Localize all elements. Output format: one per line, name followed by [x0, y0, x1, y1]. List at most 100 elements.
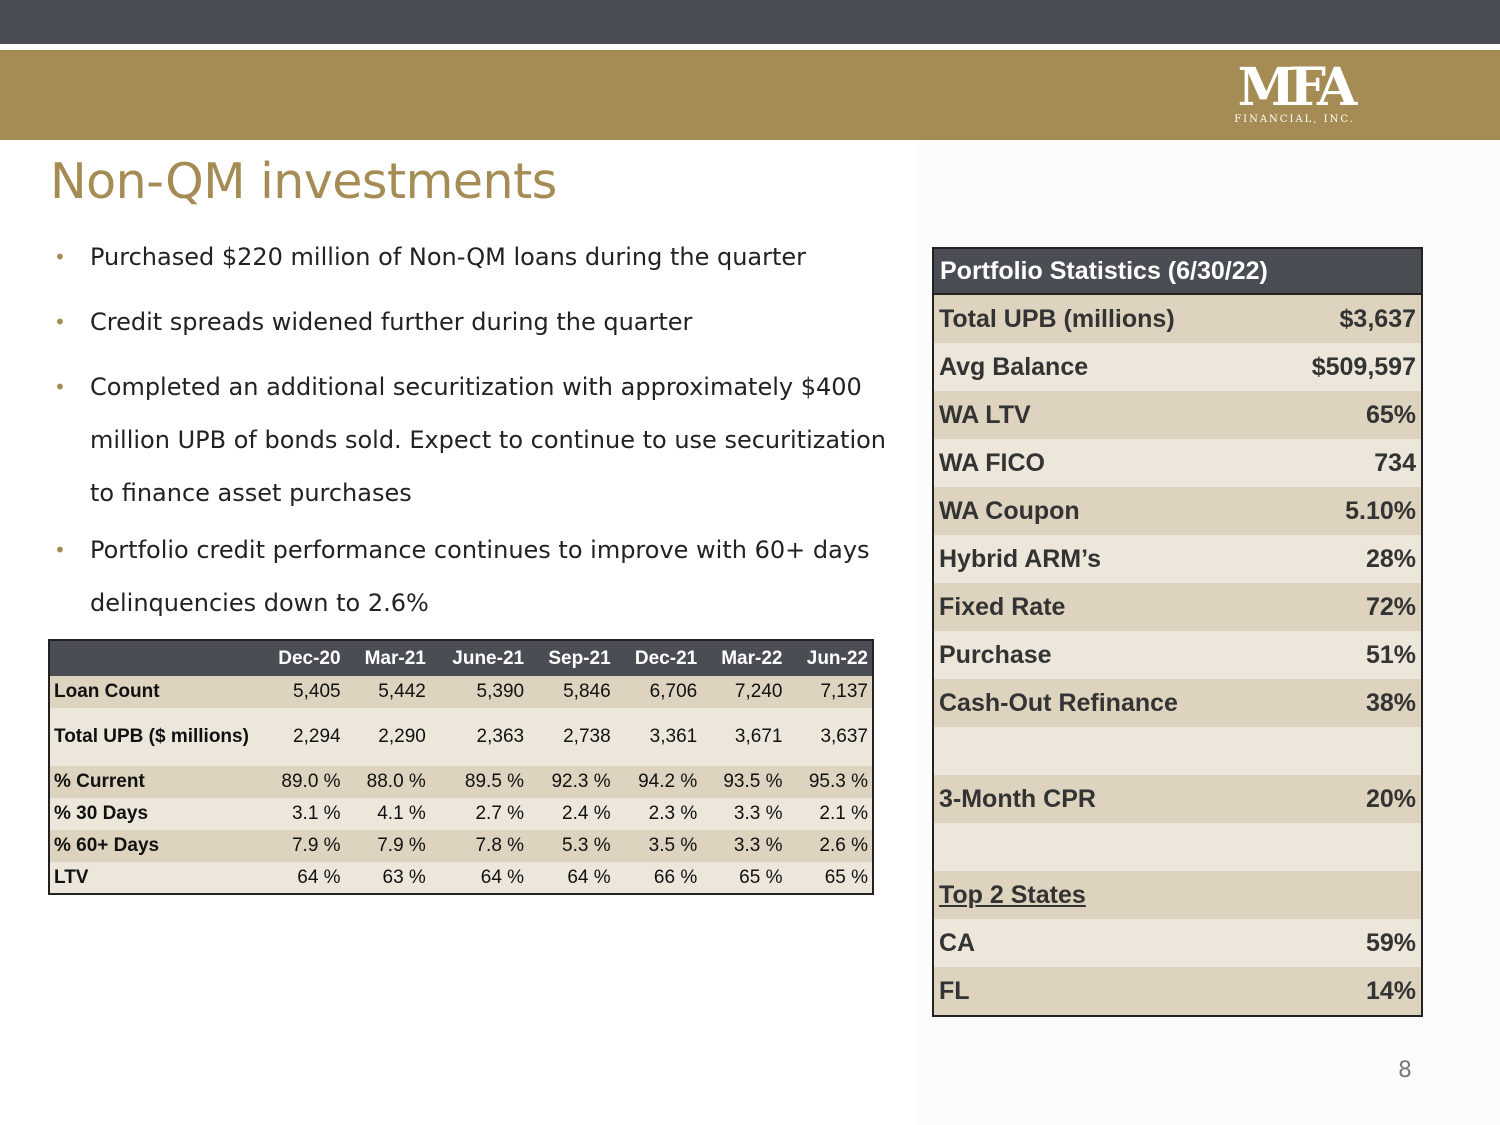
stats-row: Avg Balance $509,597	[933, 343, 1422, 391]
table-cell: 7.8 %	[429, 830, 529, 862]
column-header: Dec-20	[258, 640, 345, 676]
table-row: % Current 89.0 % 88.0 % 89.5 % 92.3 % 94…	[49, 766, 873, 798]
stats-value: 65%	[1267, 391, 1422, 439]
bullet-item: • Completed an additional securitization …	[50, 361, 900, 520]
column-header: Mar-22	[701, 640, 787, 676]
bullet-item: • Credit spreads widened further during t…	[50, 303, 900, 341]
stats-label	[933, 823, 1268, 871]
table-row: Total UPB ($ millions) 2,294 2,290 2,363…	[49, 708, 873, 766]
table-cell: 5,846	[528, 676, 615, 708]
column-header: Sep-21	[528, 640, 615, 676]
stats-label: FL	[933, 967, 1268, 1016]
stats-row: WA LTV 65%	[933, 391, 1422, 439]
table-cell: 95.3 %	[786, 766, 873, 798]
bullet-text: Credit spreads widened further during th…	[90, 308, 693, 336]
table-cell: 4.1 %	[344, 798, 430, 830]
table-cell: 2,290	[344, 708, 430, 766]
table-cell: 3.3 %	[701, 798, 787, 830]
stats-row: CA 59%	[933, 919, 1422, 967]
column-header: June-21	[429, 640, 529, 676]
row-label: Loan Count	[49, 676, 258, 708]
table-row: % 60+ Days 7.9 % 7.9 % 7.8 % 5.3 % 3.5 %…	[49, 830, 873, 862]
table-cell: 89.0 %	[258, 766, 345, 798]
bullet-text: Completed an additional securitization w…	[90, 373, 887, 507]
stats-value: 20%	[1267, 775, 1422, 823]
table-cell: 7,137	[786, 676, 873, 708]
logo-subtext: FINANCIAL, INC.	[1234, 114, 1355, 125]
table-cell: 7,240	[701, 676, 787, 708]
page-title: Non-QM investments	[50, 153, 557, 210]
table-cell: 3,671	[701, 708, 787, 766]
table-cell: 3.3 %	[701, 830, 787, 862]
stats-label: WA FICO	[933, 439, 1268, 487]
stats-value	[1267, 727, 1422, 775]
stats-header: Portfolio Statistics (6/30/22)	[933, 248, 1422, 295]
portfolio-statistics-table: Portfolio Statistics (6/30/22) Total UPB…	[932, 247, 1423, 1017]
table-cell: 3.1 %	[258, 798, 345, 830]
stats-row: WA FICO 734	[933, 439, 1422, 487]
table-row: Loan Count 5,405 5,442 5,390 5,846 6,706…	[49, 676, 873, 708]
bullet-text: Purchased $220 million of Non-QM loans d…	[90, 243, 807, 271]
stats-section-label: Top 2 States	[933, 871, 1268, 919]
row-label: % 30 Days	[49, 798, 258, 830]
table-cell: 7.9 %	[258, 830, 345, 862]
table-cell: 5,405	[258, 676, 345, 708]
table-cell: 3.5 %	[614, 830, 702, 862]
stats-label: WA Coupon	[933, 487, 1268, 535]
row-label: Total UPB ($ millions)	[49, 708, 258, 766]
stats-label: Fixed Rate	[933, 583, 1268, 631]
table-cell: 65 %	[786, 862, 873, 894]
stats-row: Cash-Out Refinance 38%	[933, 679, 1422, 727]
bullet-text: Portfolio credit performance continues t…	[90, 536, 870, 617]
table-cell: 2,294	[258, 708, 345, 766]
stats-label	[933, 727, 1268, 775]
bullet-icon: •	[54, 310, 66, 334]
column-header: Mar-21	[344, 640, 430, 676]
table-cell: 64 %	[528, 862, 615, 894]
stats-row: Total UPB (millions) $3,637	[933, 294, 1422, 343]
stats-row: 3-Month CPR 20%	[933, 775, 1422, 823]
table-row: % 30 Days 3.1 % 4.1 % 2.7 % 2.4 % 2.3 % …	[49, 798, 873, 830]
brand-banner	[0, 50, 1500, 140]
stats-row: Fixed Rate 72%	[933, 583, 1422, 631]
stats-label: Total UPB (millions)	[933, 294, 1268, 343]
top-header-bar	[0, 0, 1500, 44]
column-header	[49, 640, 258, 676]
stats-label: Hybrid ARM’s	[933, 535, 1268, 583]
stats-value: 59%	[1267, 919, 1422, 967]
row-label: LTV	[49, 862, 258, 894]
table-cell: 3,637	[786, 708, 873, 766]
mfa-logo: MFA FINANCIAL, INC.	[1222, 60, 1367, 130]
table-cell: 64 %	[258, 862, 345, 894]
stats-label: 3-Month CPR	[933, 775, 1268, 823]
stats-value: 38%	[1267, 679, 1422, 727]
table-cell: 2.3 %	[614, 798, 702, 830]
stats-value: 28%	[1267, 535, 1422, 583]
bullet-list: • Purchased $220 million of Non-QM loans …	[50, 238, 900, 642]
quarterly-credit-table: Dec-20 Mar-21 June-21 Sep-21 Dec-21 Mar-…	[48, 639, 874, 895]
table-cell: 2.6 %	[786, 830, 873, 862]
stats-row: WA Coupon 5.10%	[933, 487, 1422, 535]
stats-value: 14%	[1267, 967, 1422, 1016]
bullet-item: • Portfolio credit performance continues …	[50, 524, 900, 630]
stats-label: WA LTV	[933, 391, 1268, 439]
stats-value: 5.10%	[1267, 487, 1422, 535]
bullet-icon: •	[54, 375, 66, 399]
table-cell: 7.9 %	[344, 830, 430, 862]
table-cell: 5.3 %	[528, 830, 615, 862]
stats-value: $3,637	[1267, 294, 1422, 343]
table-cell: 3,361	[614, 708, 702, 766]
stats-row: Top 2 States	[933, 871, 1422, 919]
table-cell: 6,706	[614, 676, 702, 708]
bullet-icon: •	[54, 538, 66, 562]
table-cell: 64 %	[429, 862, 529, 894]
table-cell: 2,363	[429, 708, 529, 766]
stats-value: 734	[1267, 439, 1422, 487]
table-cell: 88.0 %	[344, 766, 430, 798]
table-cell: 2.4 %	[528, 798, 615, 830]
stats-label: Purchase	[933, 631, 1268, 679]
stats-row: FL 14%	[933, 967, 1422, 1016]
stats-row	[933, 823, 1422, 871]
logo-text: MFA	[1237, 57, 1358, 118]
stats-header-row: Portfolio Statistics (6/30/22)	[933, 248, 1422, 295]
